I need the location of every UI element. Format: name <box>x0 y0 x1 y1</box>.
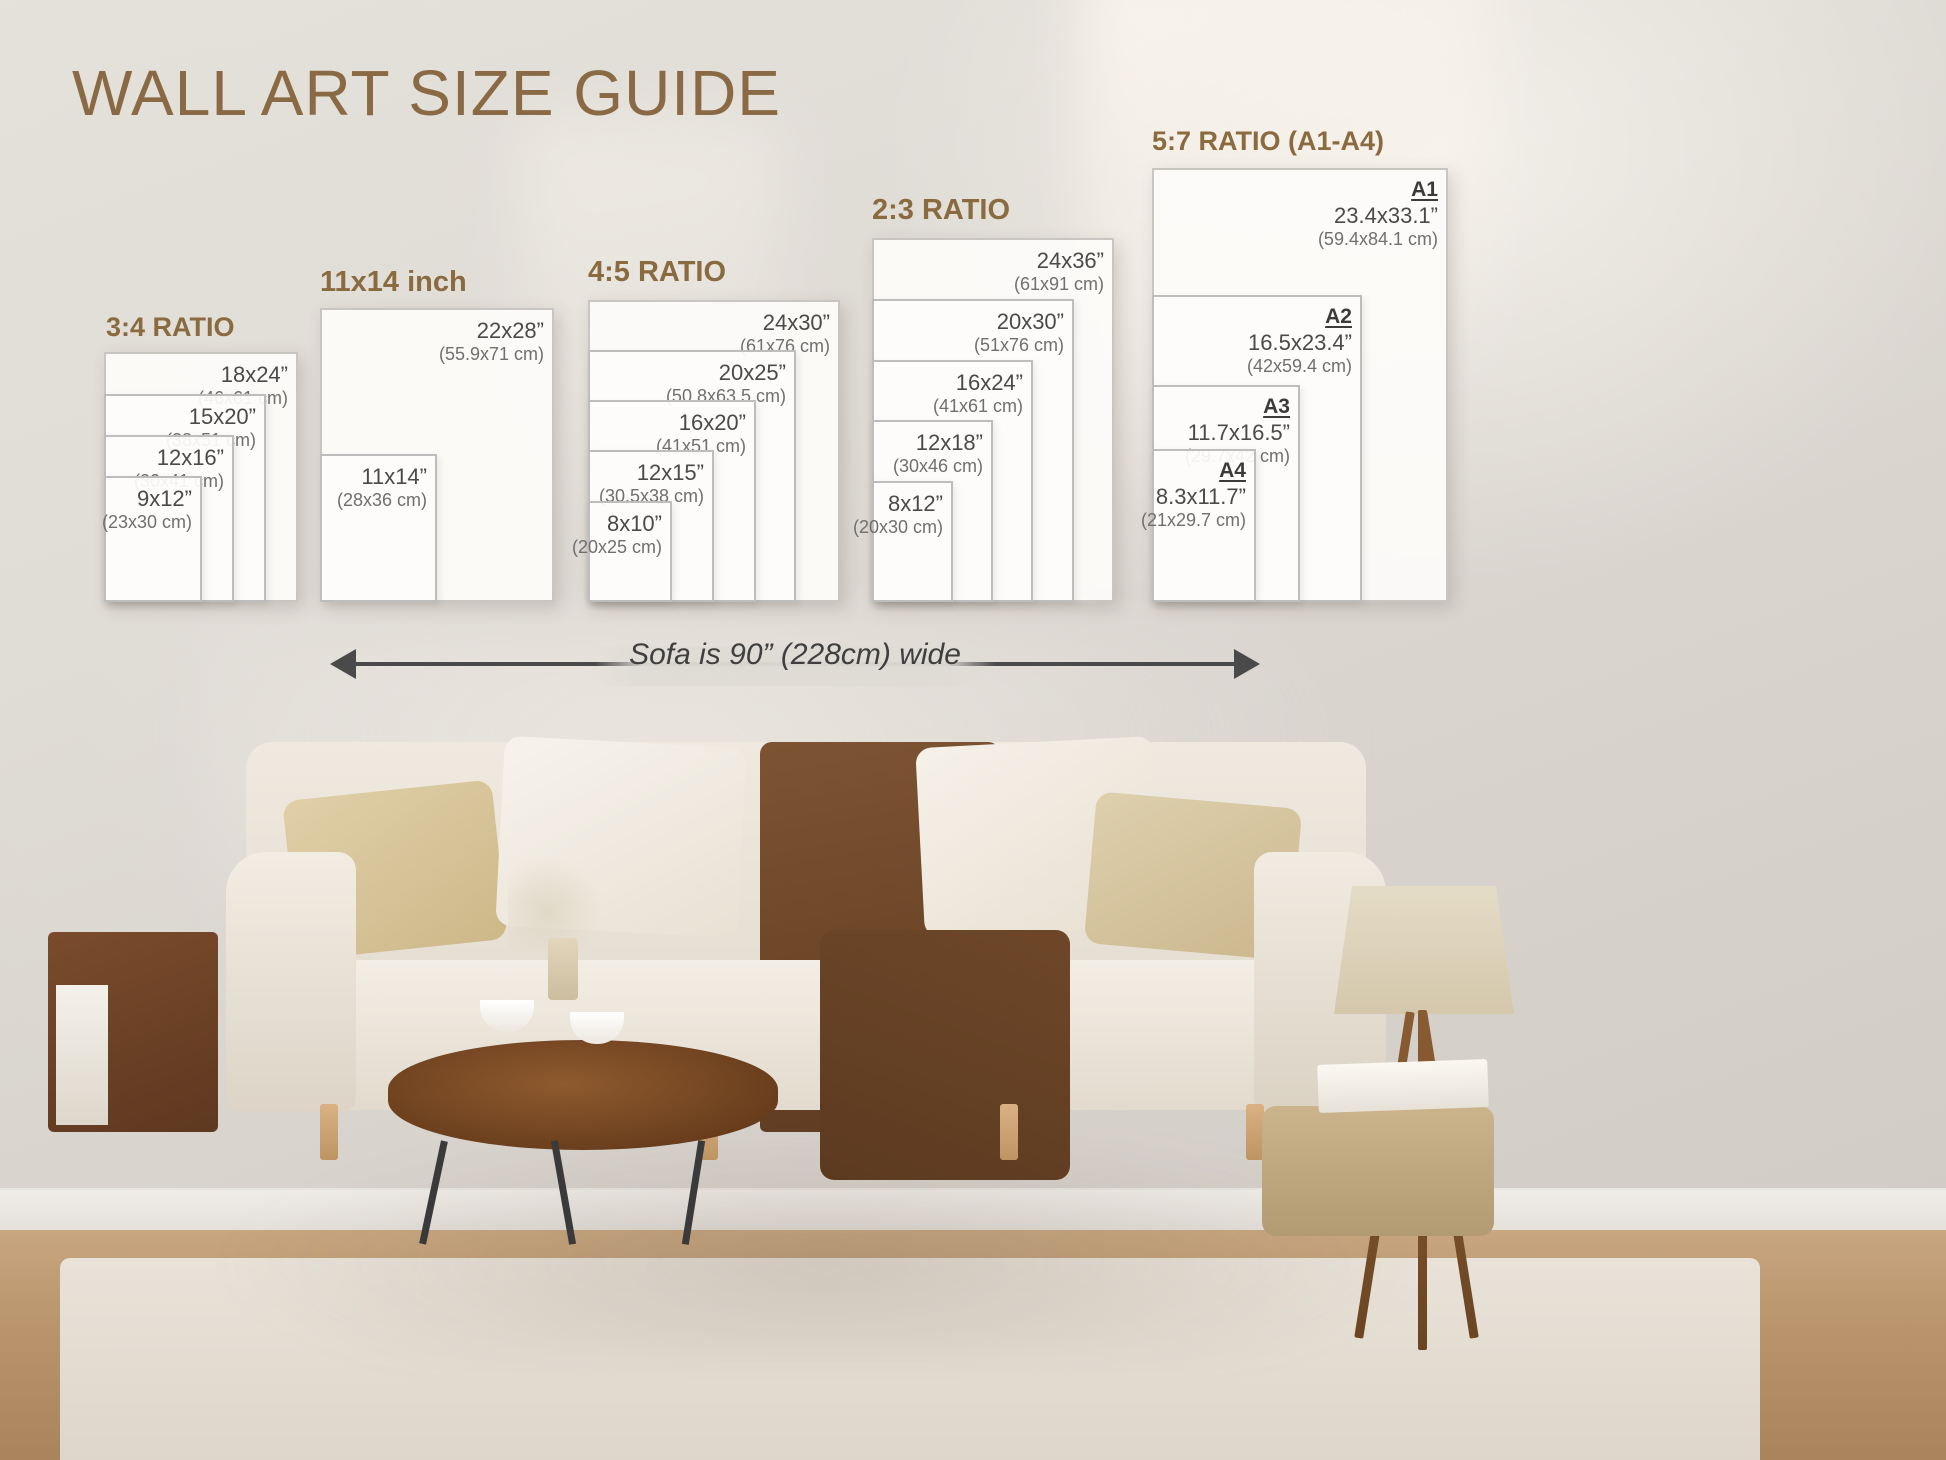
frame-8x12[interactable]: 8x12” (20x30 cm) <box>853 481 953 602</box>
frame-size-cm: (55.9x71 cm) <box>438 343 544 364</box>
brown-throw-drape <box>820 930 1070 1180</box>
frame-size-cm: (28x36 cm) <box>336 489 427 510</box>
size-group-4-5-ratio: 4:5 RATIO 24x30” (61x76 cm) 20x25” (50.8… <box>572 256 850 602</box>
magazines <box>56 985 108 1125</box>
frame-8x10[interactable]: 8x10” (20x25 cm) <box>572 501 672 602</box>
coffee-table <box>388 1040 778 1150</box>
frame-label-9x12: 9x12” (23x30 cm) <box>102 486 192 533</box>
frame-size-inch: 12x16” <box>156 445 224 470</box>
frame-11x14[interactable]: 11x14” (28x36 cm) <box>320 454 437 602</box>
frame-size-cm: (59.4x84.1 cm) <box>1317 228 1438 249</box>
baseboard <box>0 1188 1946 1232</box>
size-group-11x14-inch: 11x14 inch 22x28” (55.9x71 cm) 11x14” (2… <box>320 266 572 602</box>
frame-label-22x28: 22x28” (55.9x71 cm) <box>439 318 544 365</box>
measure-label-backdrop <box>595 646 995 686</box>
frame-size-inch: 9x12” <box>136 486 192 511</box>
group-label-2-3-ratio: 2:3 RATIO <box>872 194 1011 226</box>
arrow-right-icon <box>1234 649 1260 679</box>
frame-label-a1: A1 23.4x33.1” (59.4x84.1 cm) <box>1318 178 1438 250</box>
frame-label-24x30: 24x30” (61x76 cm) <box>740 310 830 357</box>
arrow-left-icon <box>330 649 356 679</box>
woven-basket-stool <box>1262 1106 1494 1236</box>
dried-flowers <box>508 852 618 952</box>
frame-size-cm: (20x25 cm) <box>571 536 662 557</box>
frame-size-inch: 23.4x33.1” <box>1334 202 1438 228</box>
frame-size-inch: 12x18” <box>915 430 983 455</box>
frame-a4[interactable]: A4 8.3x11.7” (21x29.7 cm) <box>1141 449 1256 602</box>
frame-size-inch: 11x14” <box>361 464 427 489</box>
frame-label-8x12: 8x12” (20x30 cm) <box>853 491 943 538</box>
frame-size-cm: (61x91 cm) <box>1013 273 1104 294</box>
frame-size-cm: (21x29.7 cm) <box>1140 509 1246 530</box>
frame-size-inch: 18x24” <box>220 362 288 387</box>
frame-9x12[interactable]: 9x12” (23x30 cm) <box>102 476 202 602</box>
vase <box>548 938 578 1000</box>
frame-size-cm: (20x30 cm) <box>852 516 943 537</box>
sofa-width-label: Sofa is 90” (228cm) wide <box>629 638 961 671</box>
frame-size-a-code: A1 <box>1411 178 1438 201</box>
size-group-2-3-ratio: 2:3 RATIO 24x36” (61x91 cm) 20x30” (51x7… <box>853 194 1122 602</box>
frame-size-inch: 8x12” <box>887 491 943 516</box>
frame-size-cm: (51x76 cm) <box>973 334 1064 355</box>
frame-size-a-code: A2 <box>1325 305 1352 328</box>
frame-size-inch: 16x20” <box>678 410 746 435</box>
group-label-11x14-inch: 11x14 inch <box>320 266 467 298</box>
frame-label-8x10: 8x10” (20x25 cm) <box>572 511 662 558</box>
sofa-width-measure: Sofa is 90” (228cm) wide <box>330 636 1260 694</box>
frame-size-inch: 15x20” <box>188 404 256 429</box>
frame-label-20x30: 20x30” (51x76 cm) <box>974 309 1064 356</box>
sofa-leg-4 <box>1246 1104 1264 1160</box>
frame-label-16x24: 16x24” (41x61 cm) <box>933 370 1023 417</box>
lamp-shade <box>1334 886 1514 1014</box>
frame-size-inch: 11.7x16.5” <box>1187 419 1290 445</box>
frame-label-a4: A4 8.3x11.7” (21x29.7 cm) <box>1141 459 1246 531</box>
frame-size-inch: 16x24” <box>955 370 1023 395</box>
frame-label-12x18: 12x18” (30x46 cm) <box>893 430 983 477</box>
frame-size-a-code: A3 <box>1263 395 1290 418</box>
frame-size-inch: 24x30” <box>762 310 830 335</box>
sofa-leg-1 <box>320 1104 338 1160</box>
frame-size-inch: 24x36” <box>1036 248 1104 273</box>
frame-label-11x14: 11x14” (28x36 cm) <box>337 464 427 511</box>
area-rug <box>60 1258 1760 1460</box>
frame-size-cm: (42x59.4 cm) <box>1246 355 1352 376</box>
frame-size-cm: (30x46 cm) <box>892 455 983 476</box>
group-label-5-7-ratio: 5:7 RATIO (A1-A4) <box>1152 126 1385 156</box>
frame-size-a-code: A4 <box>1219 459 1246 482</box>
frame-label-a2: A2 16.5x23.4” (42x59.4 cm) <box>1247 305 1352 377</box>
size-group-3-4-ratio: 3:4 RATIO 18x24” (46x61 cm) 15x20” (38x5… <box>102 312 314 602</box>
frame-size-inch: 16.5x23.4” <box>1248 329 1352 355</box>
frame-size-inch: 8.3x11.7” <box>1155 483 1246 509</box>
group-label-3-4-ratio: 3:4 RATIO <box>106 312 235 342</box>
group-label-4-5-ratio: 4:5 RATIO <box>588 256 727 288</box>
sofa-leg-3 <box>1000 1104 1018 1160</box>
frame-size-inch: 22x28” <box>476 318 544 343</box>
frame-size-cm: (23x30 cm) <box>101 511 192 532</box>
sofa-arm-left <box>226 852 356 1112</box>
size-group-5-7-ratio: 5:7 RATIO (A1-A4) A1 23.4x33.1” (59.4x84… <box>1141 126 1452 602</box>
frame-size-inch: 20x30” <box>996 309 1064 334</box>
frame-label-12x15: 12x15” (30.5x38 cm) <box>599 460 704 507</box>
frame-size-inch: 8x10” <box>606 511 662 536</box>
frame-size-cm: (30.5x38 cm) <box>598 485 704 506</box>
frame-size-inch: 20x25” <box>718 360 786 385</box>
frame-size-cm: (41x61 cm) <box>932 395 1023 416</box>
frame-label-24x36: 24x36” (61x91 cm) <box>1014 248 1104 295</box>
frame-size-inch: 12x15” <box>636 460 704 485</box>
page-title: WALL ART SIZE GUIDE <box>72 57 781 129</box>
